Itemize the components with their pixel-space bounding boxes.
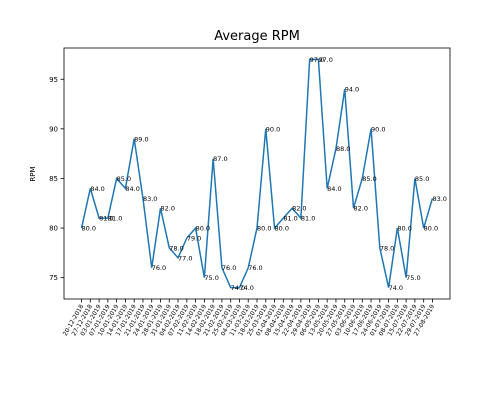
value-label: 84.0 — [125, 185, 139, 193]
value-label: 82.0 — [161, 205, 175, 213]
y-tick-label: 75 — [49, 274, 58, 282]
y-axis-label: RPM — [29, 166, 37, 181]
value-label: 74.0 — [231, 284, 245, 292]
y-tick-label: 90 — [49, 125, 58, 133]
value-label: 74.0 — [239, 284, 253, 292]
value-label: 78.0 — [169, 244, 183, 252]
value-label: 80.0 — [397, 225, 411, 233]
y-tick-label: 95 — [49, 76, 58, 84]
value-label: 76.0 — [248, 264, 262, 272]
value-label: 77.0 — [178, 254, 192, 262]
value-label: 87.0 — [213, 155, 227, 163]
value-label: 80.0 — [82, 225, 96, 233]
chart-title: Average RPM — [214, 29, 300, 44]
value-label: 79.0 — [187, 234, 201, 242]
value-label: 83.0 — [432, 195, 446, 203]
value-label: 75.0 — [406, 274, 420, 282]
value-label: 80.0 — [275, 225, 289, 233]
value-label: 81.0 — [99, 215, 113, 223]
value-label: 80.0 — [257, 225, 271, 233]
value-label: 97.0 — [310, 56, 324, 64]
value-label: 85.0 — [117, 175, 131, 183]
value-label: 74.0 — [389, 284, 403, 292]
value-label: 80.0 — [196, 225, 210, 233]
value-label: 97.0 — [318, 56, 332, 64]
value-label: 76.0 — [222, 264, 236, 272]
value-label: 89.0 — [134, 135, 148, 143]
value-label: 76.0 — [152, 264, 166, 272]
value-label: 75.0 — [204, 274, 218, 282]
value-label: 84.0 — [327, 185, 341, 193]
value-label: 94.0 — [345, 86, 359, 94]
value-label: 85.0 — [362, 175, 376, 183]
line — [80, 58, 434, 289]
value-label: 81.0 — [301, 215, 315, 223]
value-label: 78.0 — [380, 244, 394, 252]
value-label: 90.0 — [266, 125, 280, 133]
value-label: 84.0 — [90, 185, 104, 193]
y-tick-label: 80 — [49, 225, 58, 233]
y-tick-label: 85 — [49, 175, 58, 183]
value-label: 80.0 — [424, 225, 438, 233]
value-label: 82.0 — [292, 205, 306, 213]
value-label: 81.0 — [283, 215, 297, 223]
value-label: 88.0 — [336, 145, 350, 153]
value-label: 90.0 — [371, 125, 385, 133]
value-label: 85.0 — [415, 175, 429, 183]
value-label: 82.0 — [354, 205, 368, 213]
value-label: 83.0 — [143, 195, 157, 203]
value-label: 81.0 — [108, 215, 122, 223]
